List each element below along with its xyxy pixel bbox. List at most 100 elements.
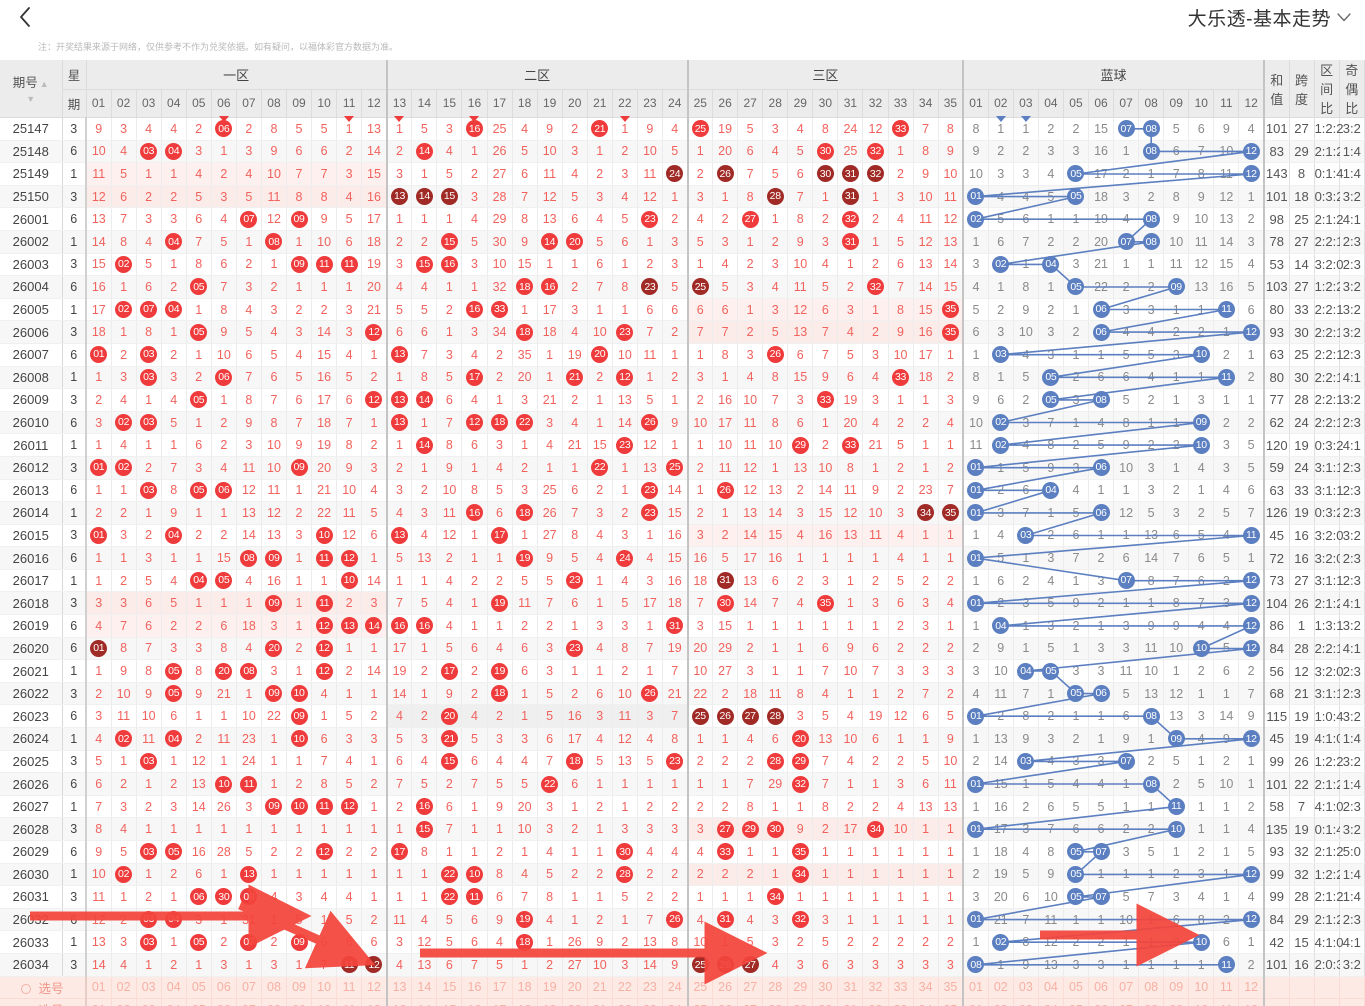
- miss-count-cell[interactable]: 8: [186, 253, 212, 277]
- red-ball-cell[interactable]: 30: [812, 162, 839, 186]
- miss-count-cell[interactable]: 8: [211, 298, 237, 322]
- blue-miss-cell[interactable]: 9: [1013, 298, 1039, 322]
- miss-count-cell[interactable]: 2: [136, 885, 162, 909]
- miss-count-cell[interactable]: 2: [86, 501, 112, 525]
- pick-number-cell[interactable]: 21: [587, 998, 613, 1006]
- red-ball-cell[interactable]: 12: [311, 614, 338, 638]
- blue-miss-cell[interactable]: 2: [1163, 433, 1190, 457]
- blue-miss-cell[interactable]: 12: [1213, 185, 1240, 209]
- miss-count-cell[interactable]: 27: [487, 162, 513, 186]
- miss-count-cell[interactable]: 7: [86, 795, 112, 819]
- blue-miss-cell[interactable]: 3: [962, 659, 989, 683]
- red-ball-cell[interactable]: 32: [837, 207, 864, 231]
- miss-count-cell[interactable]: 2: [461, 659, 488, 683]
- blue-miss-cell[interactable]: 9: [1188, 185, 1215, 209]
- miss-count-cell[interactable]: 6: [186, 863, 212, 887]
- miss-count-cell[interactable]: 6: [762, 569, 789, 593]
- miss-count-cell[interactable]: 1: [762, 207, 789, 231]
- period-id[interactable]: 26023: [0, 704, 63, 729]
- miss-count-cell[interactable]: 5: [812, 704, 839, 729]
- miss-count-cell[interactable]: 5: [762, 320, 789, 344]
- miss-count-cell[interactable]: 1: [136, 388, 162, 412]
- miss-count-cell[interactable]: 1: [361, 682, 388, 706]
- period-id[interactable]: 26020: [0, 637, 63, 661]
- period-id[interactable]: 26007: [0, 343, 63, 367]
- miss-count-cell[interactable]: 2: [737, 320, 764, 344]
- red-ball-cell[interactable]: 33: [888, 366, 914, 390]
- red-ball-cell[interactable]: 08: [261, 230, 288, 254]
- miss-count-cell[interactable]: 7: [812, 343, 839, 367]
- miss-count-cell[interactable]: 9: [938, 140, 964, 164]
- miss-count-cell[interactable]: 2: [385, 456, 413, 480]
- blue-miss-cell[interactable]: 1: [962, 230, 989, 254]
- miss-count-cell[interactable]: 1: [686, 343, 714, 367]
- miss-count-cell[interactable]: 2: [938, 366, 964, 390]
- blue-miss-cell[interactable]: 5: [1188, 772, 1215, 796]
- blue-ball-cell[interactable]: 11: [1213, 953, 1240, 977]
- pick-number-cell[interactable]: 09: [286, 976, 313, 1000]
- miss-count-cell[interactable]: 2: [737, 863, 764, 887]
- red-ball-cell[interactable]: 23: [637, 207, 663, 231]
- miss-count-cell[interactable]: 1: [562, 456, 588, 480]
- num-header-蓝球-06[interactable]: 06: [1088, 89, 1115, 119]
- period-id[interactable]: 26006: [0, 320, 63, 344]
- blue-miss-cell[interactable]: 1: [1063, 908, 1090, 932]
- blue-ball-cell[interactable]: 08: [1138, 230, 1165, 254]
- miss-count-cell[interactable]: 7: [637, 637, 663, 661]
- miss-count-cell[interactable]: 4: [336, 343, 363, 367]
- miss-count-cell[interactable]: 2: [712, 795, 739, 819]
- blue-ball-cell[interactable]: 05: [1063, 162, 1090, 186]
- miss-count-cell[interactable]: 4: [311, 682, 338, 706]
- miss-count-cell[interactable]: 1: [862, 863, 889, 887]
- miss-count-cell[interactable]: 8: [311, 185, 338, 209]
- miss-count-cell[interactable]: 6: [487, 885, 513, 909]
- miss-count-cell[interactable]: 4: [762, 953, 789, 977]
- blue-ball-cell[interactable]: 12: [1238, 614, 1265, 638]
- miss-count-cell[interactable]: 9: [888, 320, 914, 344]
- red-ball-cell[interactable]: 11: [311, 253, 338, 277]
- blue-miss-cell[interactable]: 10: [962, 411, 989, 435]
- red-ball-cell[interactable]: 10: [311, 524, 338, 548]
- red-ball-cell[interactable]: 33: [712, 840, 739, 864]
- red-ball-cell[interactable]: 31: [837, 185, 864, 209]
- blue-miss-cell[interactable]: 1: [1188, 953, 1215, 977]
- miss-count-cell[interactable]: 9: [537, 546, 563, 570]
- blue-miss-cell[interactable]: 1: [1088, 727, 1115, 751]
- radio-circle-icon[interactable]: [21, 983, 32, 994]
- miss-count-cell[interactable]: 19: [662, 637, 689, 661]
- miss-count-cell[interactable]: 4: [186, 162, 212, 186]
- miss-count-cell[interactable]: 1: [862, 840, 889, 864]
- miss-count-cell[interactable]: 5: [336, 704, 363, 729]
- blue-miss-cell[interactable]: 21: [1088, 253, 1115, 277]
- miss-count-cell[interactable]: 4: [612, 569, 638, 593]
- miss-count-cell[interactable]: 2: [587, 863, 613, 887]
- miss-count-cell[interactable]: 14: [236, 524, 262, 548]
- red-ball-cell[interactable]: 16: [385, 614, 413, 638]
- miss-count-cell[interactable]: 23: [913, 479, 939, 503]
- miss-count-cell[interactable]: 14: [385, 682, 413, 706]
- miss-count-cell[interactable]: 3: [587, 501, 613, 525]
- red-ball-cell[interactable]: 10: [461, 863, 488, 887]
- blue-miss-cell[interactable]: 3: [1063, 140, 1090, 164]
- blue-miss-cell[interactable]: 4: [1013, 433, 1039, 457]
- miss-count-cell[interactable]: 25: [487, 117, 513, 141]
- miss-count-cell[interactable]: 2: [161, 863, 187, 887]
- blue-miss-cell[interactable]: 11: [1138, 637, 1165, 661]
- blue-miss-cell[interactable]: 1: [1063, 704, 1090, 729]
- blue-miss-cell[interactable]: 4: [1138, 320, 1165, 344]
- miss-count-cell[interactable]: 4: [161, 569, 187, 593]
- red-ball-cell[interactable]: 12: [612, 366, 638, 390]
- num-header-二区-17[interactable]: 17: [487, 89, 513, 119]
- blue-miss-cell[interactable]: 4: [1038, 569, 1064, 593]
- miss-count-cell[interactable]: 1: [211, 750, 237, 774]
- miss-count-cell[interactable]: 18: [662, 591, 689, 616]
- miss-count-cell[interactable]: 2: [686, 162, 714, 186]
- blue-miss-cell[interactable]: 3: [1088, 750, 1115, 774]
- miss-count-cell[interactable]: 1: [562, 253, 588, 277]
- miss-count-cell[interactable]: 2: [487, 840, 513, 864]
- miss-count-cell[interactable]: 15: [712, 614, 739, 638]
- miss-count-cell[interactable]: 2: [311, 298, 338, 322]
- blue-miss-cell[interactable]: 2: [1188, 501, 1215, 525]
- blue-miss-cell[interactable]: 4: [1238, 117, 1265, 141]
- miss-count-cell[interactable]: 1: [111, 885, 137, 909]
